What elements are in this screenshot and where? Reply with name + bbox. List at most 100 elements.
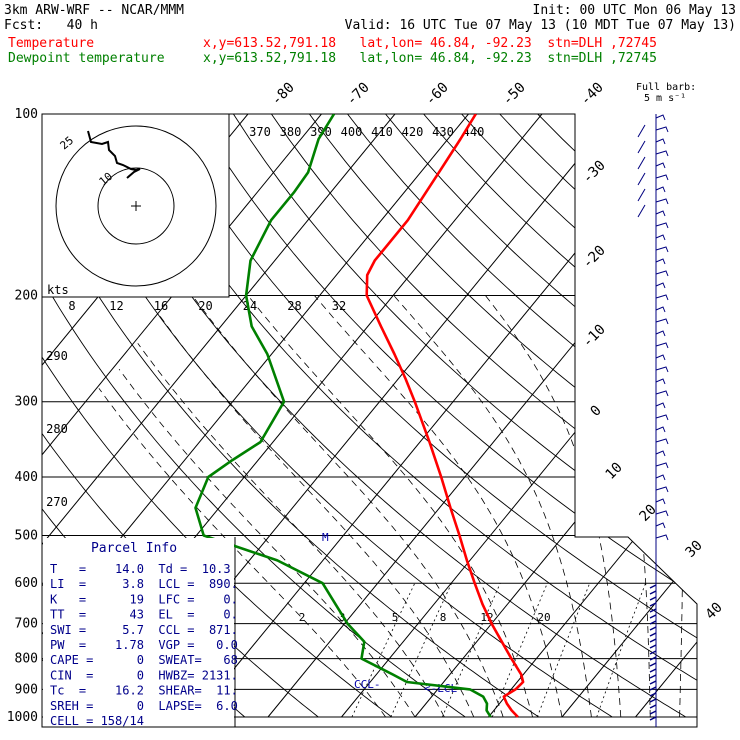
moist-adiabat-line: [118, 368, 416, 718]
temperature-profile: [365, 114, 525, 718]
isotherm-label: -70: [344, 80, 373, 109]
isotherm-label: -50: [500, 80, 529, 109]
moist-adiabat-line: [137, 343, 445, 718]
wind-barb: [655, 234, 666, 241]
wind-barb: [655, 354, 666, 361]
theta-e-label: 380: [280, 125, 302, 139]
mixing-ratio-line: [596, 583, 646, 718]
wind-barb: [655, 390, 669, 397]
dewpoint-legend-label: Dewpoint temperature: [8, 51, 165, 66]
wind-barb: [655, 366, 669, 373]
isotherm-label: 10: [603, 460, 626, 483]
wind-barb: [649, 602, 657, 607]
moist-adiabat-line: [98, 388, 386, 718]
hodo-ring: [55, 125, 217, 287]
pressure-tick-label: 700: [15, 617, 38, 632]
parcel-info-row: K = 19 LFC = 0.: [50, 592, 238, 606]
isotherm-line: [267, 114, 697, 718]
moist-adiabat-line: [578, 295, 651, 717]
pressure-tick-label: 300: [15, 395, 38, 410]
wind-barb: [637, 204, 646, 218]
moist-adiabat-line: [314, 295, 563, 718]
wind-barb: [655, 174, 669, 181]
wind-barb: [649, 632, 657, 637]
mixing-ratio-line: [442, 583, 501, 718]
pressure-tick-label: 800: [15, 652, 38, 667]
wind-barb: [655, 138, 666, 145]
hodo-speed-label: 32: [332, 299, 346, 313]
wind-barb: [649, 680, 657, 685]
wind-barb: [655, 522, 666, 529]
hodo-ring: [97, 167, 175, 245]
mixing-ratio-label: 2: [299, 611, 306, 624]
wind-barb: [655, 438, 669, 445]
parcel-info-row: LI = 3.8 LCL = 890.: [50, 577, 238, 591]
parcel-info-row: CIN = 0 HWBZ= 2131.: [50, 668, 238, 682]
isotherm-label: -30: [580, 158, 609, 187]
mixing-ratio-line: [390, 583, 452, 718]
parcel-info-row: SREH = 0 LAPSE= 6.0: [50, 699, 238, 713]
temperature-legend-label: Temperature: [8, 36, 95, 51]
isotherm-line: [709, 114, 740, 717]
isotherm-line: [414, 114, 697, 718]
pressure-tick-label: 900: [15, 682, 38, 697]
valid-time: Valid: 16 UTC Tue 07 May 13 (10 MDT Tue …: [344, 18, 736, 33]
wind-barb: [649, 596, 657, 601]
pressure-tick-label: 1000: [7, 710, 38, 725]
parcel-info-row: SWI = 5.7 CCL = 871.: [50, 623, 238, 637]
wind-barb: [655, 126, 669, 133]
theta-e-label: 430: [432, 125, 454, 139]
isotherm-line: [488, 114, 697, 718]
wind-barb: [637, 124, 646, 138]
mixing-ratio-label: 3: [339, 611, 346, 624]
isotherm-label: 40: [703, 600, 726, 623]
wind-barb: [649, 686, 657, 691]
dewpoint-legend-info: x,y=613.52,791.18 lat,lon= 46.84, -92.23…: [203, 51, 657, 66]
wind-barb: [649, 638, 657, 643]
wind-barb: [655, 498, 666, 505]
isotherm-label: -60: [423, 80, 452, 109]
parcel-info-row: Tc = 16.2 SHEAR= 11.: [50, 684, 238, 698]
pressure-tick-label: 400: [15, 470, 38, 485]
wind-barb: [655, 450, 666, 457]
dry-adiabat-line: [537, 114, 697, 718]
isotherm-line: [561, 114, 697, 718]
parcel-info-row: CAPE = 0 SWEAT= 68: [50, 653, 238, 667]
hodo-speed-label: 20: [198, 299, 212, 313]
wind-barb: [655, 294, 669, 301]
wind-barb: [649, 716, 657, 721]
wind-barb: [655, 306, 666, 313]
wind-barb: [655, 474, 666, 481]
dry-adiabat-line: [423, 114, 697, 718]
isotherm-label: 0: [588, 403, 605, 420]
dry-adiabat-line: [194, 114, 697, 718]
pressure-tick-label: 100: [15, 107, 38, 122]
forecast-hour: Fcst: 40 h: [4, 18, 98, 33]
dry-adiabat-line: [271, 114, 697, 718]
wind-barb: [637, 156, 646, 170]
wind-barb: [649, 692, 657, 697]
ccl-marker: CCL-: [354, 678, 381, 691]
wind-barb: [655, 534, 669, 541]
init-time: Init: 00 UTC Mon 06 May 13: [532, 3, 737, 18]
theta-label: 270: [46, 495, 68, 509]
wind-barb: [655, 486, 669, 493]
wind-barb: [655, 462, 669, 469]
pressure-tick-label: 500: [15, 528, 38, 543]
mixing-ratio-label: 20: [537, 611, 550, 624]
hodograph-trace: [87, 130, 141, 179]
wind-barb: [655, 270, 669, 277]
dry-adiabat-line: [42, 114, 466, 718]
moist-adiabat-line: [192, 295, 504, 718]
full-barb-unit: 5 m s⁻¹: [644, 93, 687, 104]
pressure-tick-label: 200: [15, 289, 38, 304]
wind-barb: [649, 674, 657, 679]
isotherm-label: -40: [578, 80, 607, 109]
wind-barb: [655, 246, 669, 253]
wind-barb: [655, 402, 666, 409]
mixing-ratio-label: 8: [440, 611, 447, 624]
dry-adiabat-line: [156, 114, 697, 718]
m-marker: M: [322, 531, 329, 544]
wind-barb: [655, 198, 669, 205]
isotherm-label: -20: [580, 243, 609, 272]
